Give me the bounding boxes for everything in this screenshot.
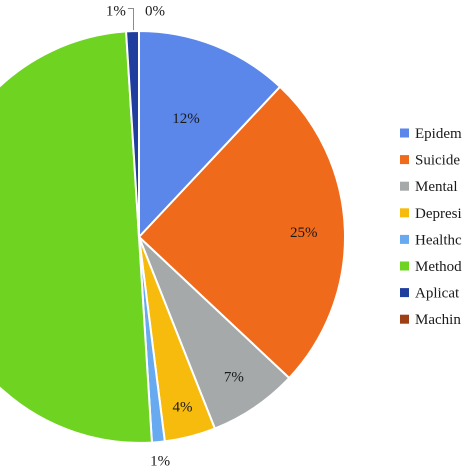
pie-slices	[0, 30, 346, 444]
legend-label-mental: Mental	[415, 179, 458, 195]
data-label-mental: 7%	[224, 370, 244, 386]
data-label-machin: 0%	[145, 3, 165, 19]
pie-slice-suicide	[138, 85, 346, 380]
legend-swatch-suicide	[400, 155, 409, 165]
legend-swatch-aplicat	[400, 288, 409, 298]
data-label-healthc: 1%	[150, 454, 170, 470]
legend-swatch-depresi	[400, 208, 409, 218]
legend-swatch-epidem	[400, 128, 409, 138]
legend-label-epidem: Epidem	[415, 126, 462, 142]
legend-label-method: Method	[415, 259, 462, 275]
legend-label-depresi: Depresi	[415, 206, 462, 222]
legend-swatch-machin	[400, 314, 409, 324]
pie-slice-method	[0, 30, 153, 444]
legend: Epidem Suicide Mental Depresi Healthc Method A…	[400, 126, 462, 328]
data-label-aplicat: 1%	[106, 4, 126, 20]
legend-label-machin: Machin	[415, 312, 461, 328]
data-label-depresi: 4%	[173, 400, 193, 416]
leader-line-aplicat	[127, 8, 134, 31]
legend-label-suicide: Suicide	[415, 153, 460, 169]
legend-label-healthc: Healthc	[415, 232, 462, 248]
data-label-epidem: 12%	[172, 111, 200, 127]
pie-data-labels: 12% 25% 7% 4% 1% 1% 0%	[106, 3, 318, 469]
data-label-suicide: 25%	[290, 225, 318, 241]
legend-swatch-healthc	[400, 234, 409, 244]
legend-label-aplicat: Aplicat	[415, 286, 460, 302]
legend-swatch-mental	[400, 181, 409, 191]
pie-slice-aplicat	[125, 30, 140, 238]
legend-swatch-method	[400, 261, 409, 271]
pie-slice-epidem	[138, 30, 282, 238]
